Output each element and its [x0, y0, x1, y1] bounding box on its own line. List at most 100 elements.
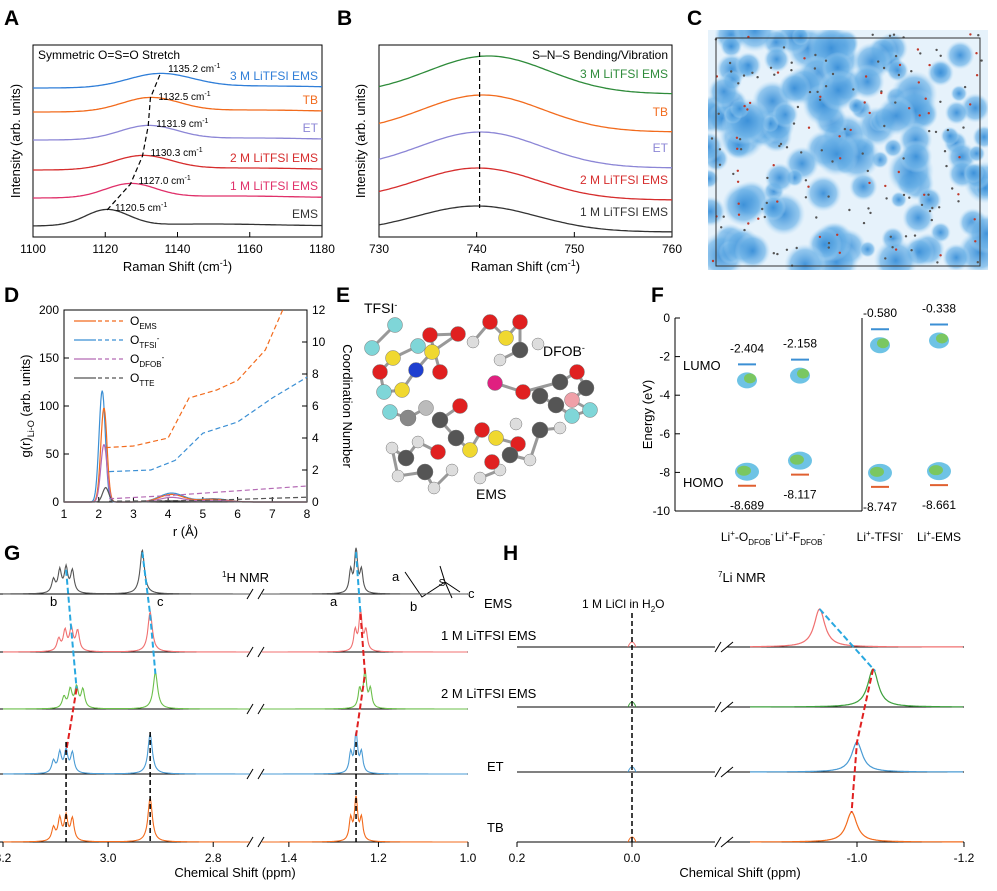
peak-label-ems: 1120.5 cm-1	[115, 202, 167, 214]
atom-dot	[778, 144, 781, 148]
x-axis-label-h: Chemical Shift (ppm)	[679, 865, 800, 880]
y-tick-label-right-d: 6	[312, 399, 319, 413]
atom-dot	[936, 261, 939, 264]
chart-a-raman-oso: Symmetric O=S=O Stretch 1100 1120 1140 1160 1…	[8, 44, 335, 274]
atom-dot	[743, 228, 746, 232]
peak-label-et: 1131.9 cm-1	[156, 118, 208, 130]
atom-dot	[836, 233, 839, 236]
gr-curve-o-tte	[64, 486, 307, 503]
y-tick-label-f: -8	[659, 465, 670, 479]
plot-frame-b	[378, 44, 673, 238]
peak-label-2-m-litfsi-ems: 1130.3 cm-1	[150, 147, 202, 159]
axis-break-h-0-1	[714, 641, 722, 653]
solvation-cluster-blob	[784, 243, 827, 270]
atom-dot	[779, 142, 783, 146]
spectrum-h-et	[750, 741, 963, 773]
atom-dot	[897, 73, 901, 77]
axis-break-4-1	[246, 836, 254, 848]
atom-dot	[974, 240, 977, 243]
x-tick-label-g: 1.0	[460, 851, 477, 865]
atom-dot	[916, 48, 920, 51]
atom-dot	[800, 151, 803, 154]
axis-break-1-2	[257, 646, 265, 658]
atom-dot	[792, 122, 796, 125]
atom-dot	[939, 254, 942, 257]
atom-dot	[816, 90, 819, 94]
tfsi-label: TFSI-	[364, 300, 397, 316]
atom-dot	[738, 138, 742, 141]
series-label-3-m-litfsi-ems: 3 M LiTFSI EMS	[580, 67, 668, 81]
atom-dot	[782, 46, 786, 49]
atom	[416, 463, 434, 481]
atom-dot	[790, 61, 793, 64]
x-tick-label-d: 3	[130, 507, 137, 521]
y-axis-label-left-d: g(r)Li-O (arb. units)	[18, 355, 36, 458]
x-tick-label-d: 5	[200, 507, 207, 521]
solvation-cluster-blob	[734, 233, 771, 269]
atom-dot	[951, 187, 954, 190]
atom-dot	[742, 74, 746, 77]
atom-dot	[730, 70, 733, 73]
atom	[382, 404, 398, 420]
ems-structure-bond-o1	[439, 565, 446, 583]
x-tick-label-a: 1180	[309, 242, 335, 256]
atom-dot	[894, 248, 898, 251]
atom-dot	[894, 54, 898, 58]
x-tick-label-a: 1140	[165, 242, 191, 256]
atom-dot	[772, 164, 775, 167]
series-label-ems: EMS	[292, 207, 318, 221]
solvation-cluster-blob	[814, 131, 860, 177]
atom	[408, 362, 424, 378]
atom-dot	[871, 33, 874, 36]
atom-dot	[969, 33, 972, 36]
atom-dot	[946, 128, 950, 132]
atom	[473, 471, 487, 485]
atom-dot	[827, 246, 830, 249]
atom-dot	[867, 207, 870, 210]
y-tick-label-right-d: 4	[312, 431, 319, 445]
atom-dot	[776, 200, 779, 203]
solvation-cluster-blob	[916, 187, 942, 213]
x-axis-label-d: r (Å)	[173, 524, 198, 539]
atom-dot	[735, 136, 739, 139]
atom-dot	[935, 48, 938, 52]
spectrum-2-m-litfsi-ems-seg0	[3, 670, 250, 710]
atom-dot	[892, 33, 896, 36]
lumo-orbital-lobe-2	[877, 338, 889, 349]
atom-dot	[882, 66, 886, 70]
chart-title-b: S–N–S Bending/Vibration	[532, 48, 668, 62]
md-simulation-box-image	[708, 30, 988, 270]
atom	[582, 402, 598, 418]
solvation-cluster-blob	[735, 52, 762, 79]
x-tick-label-g: 1.4	[281, 851, 298, 865]
series-line-ems	[33, 208, 323, 227]
atom-dot	[910, 70, 913, 73]
x-tick-label-g: 1.2	[370, 851, 387, 865]
x-tick-label-b: 740	[467, 242, 487, 256]
solvation-structure-render: TFSI- DFOB- EMS	[364, 300, 598, 502]
atom-dot	[863, 101, 866, 104]
series-label-et: ET	[303, 121, 319, 135]
structure-label-b: b	[410, 599, 417, 614]
atom-dot	[908, 196, 911, 199]
x-tick-label-a: 1100	[20, 242, 46, 256]
series-label-et: ET	[487, 759, 504, 774]
atom-dot	[736, 147, 739, 150]
category-label-3: Li+-EMS	[917, 529, 961, 544]
atom	[411, 435, 425, 449]
spectrum-et-seg0	[3, 733, 250, 775]
atom-dot	[728, 61, 732, 65]
atom	[564, 392, 580, 408]
solvation-cluster-blob	[876, 96, 916, 136]
series-label-ems: EMS	[484, 596, 513, 611]
series-label-et: ET	[653, 141, 669, 155]
chart-h-7li-nmr: 7Li NMR 1 M LiCl in H2O 0.2 0.0 -1.0 -1.2 Chem…	[509, 570, 975, 880]
ems-label: EMS	[476, 486, 506, 502]
atom-dot	[773, 73, 776, 76]
y-tick-label-f: -6	[659, 427, 670, 441]
atom-dot	[938, 206, 941, 209]
x-tick-label-g: 2.8	[205, 851, 222, 865]
solvation-cluster-blob	[883, 138, 903, 158]
x-tick-label-h: 0.0	[624, 851, 641, 865]
axis-break-h-2-2	[720, 766, 734, 778]
